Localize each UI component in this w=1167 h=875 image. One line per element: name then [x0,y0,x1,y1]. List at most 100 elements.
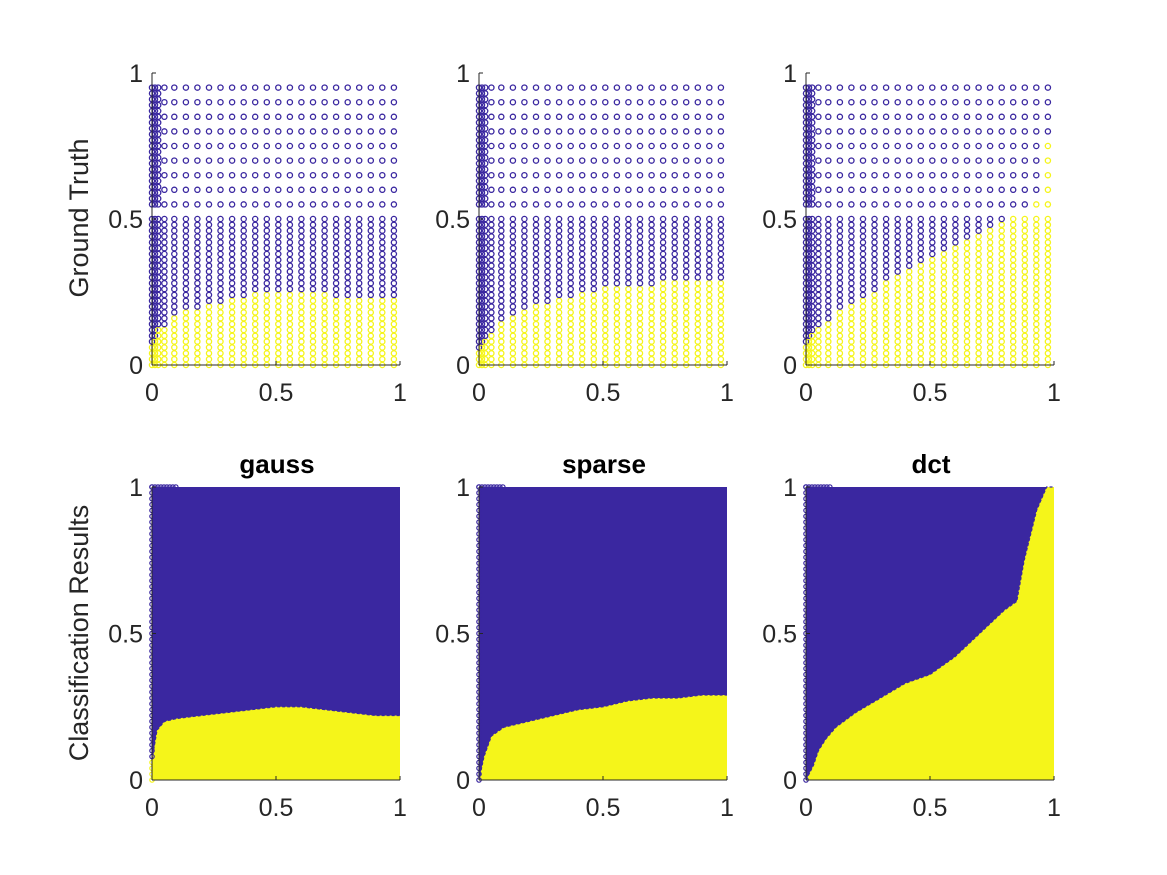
marker [275,201,282,208]
marker [298,279,305,287]
marker [929,297,936,305]
marker [671,279,678,287]
marker [975,244,982,252]
marker [836,215,844,223]
marker [521,239,528,246]
marker [825,227,832,234]
marker [217,233,224,240]
marker [379,338,386,345]
marker [1009,98,1017,106]
marker [379,320,386,328]
marker [952,98,959,106]
marker [894,279,901,287]
marker [905,250,913,258]
marker [240,285,247,293]
marker [509,285,517,293]
marker [706,309,713,316]
marker [309,113,317,121]
marker [532,186,540,194]
marker [859,315,867,322]
marker [590,262,598,269]
marker [836,355,844,363]
marker [485,484,491,490]
marker [182,186,190,194]
marker [671,274,678,281]
marker [498,274,505,281]
marker [836,201,844,208]
marker [671,113,678,121]
marker [555,309,563,316]
marker [648,142,655,150]
marker [963,285,971,293]
marker [894,250,901,258]
marker [717,279,725,287]
marker [590,350,598,357]
marker [894,268,901,275]
marker [952,142,959,150]
marker [344,350,351,357]
marker [815,309,822,316]
marker [848,227,855,234]
marker [390,171,398,179]
subplot-2: 0 0.5 100.51 [762,60,1061,407]
marker [567,285,574,293]
marker [217,355,224,363]
marker [251,332,259,340]
marker [488,128,495,135]
marker [1009,256,1017,264]
marker [182,338,190,345]
marker [905,291,913,299]
marker [940,113,948,121]
marker [390,142,398,150]
marker [488,201,495,208]
marker [815,262,822,269]
marker [986,244,994,252]
marker [952,256,959,264]
marker [182,332,190,340]
marker [1044,355,1052,363]
marker [286,256,294,264]
marker [521,309,528,316]
marker [509,309,517,316]
marker [929,215,936,223]
marker [998,279,1005,287]
marker [298,303,305,310]
marker [182,215,190,223]
marker [355,244,363,252]
marker [298,233,305,240]
marker [521,157,528,164]
subplots: 0 0.5 100.510 0.5 100.510 0.5 100.510 0.5 100.51… [108,60,1061,822]
marker [355,285,363,293]
marker [717,332,725,340]
marker [240,221,247,229]
marker [171,338,178,345]
marker [481,166,489,173]
marker [671,250,678,258]
marker [309,268,317,275]
marker [521,201,528,208]
marker [578,338,586,345]
marker [998,274,1005,281]
marker [555,227,563,234]
marker [1009,274,1017,281]
marker [171,285,178,293]
marker [578,256,586,264]
marker [613,128,621,135]
marker [986,157,994,164]
marker [379,221,386,229]
marker [379,279,386,287]
marker [602,221,609,229]
marker [659,274,667,281]
marker [636,285,644,293]
marker [929,338,936,345]
marker [298,344,305,351]
marker [286,142,294,150]
marker [682,320,690,328]
marker [532,274,540,281]
marker [952,268,959,275]
marker [929,113,936,121]
marker [182,309,190,316]
marker [286,279,294,287]
marker [555,268,563,275]
marker [859,326,867,334]
